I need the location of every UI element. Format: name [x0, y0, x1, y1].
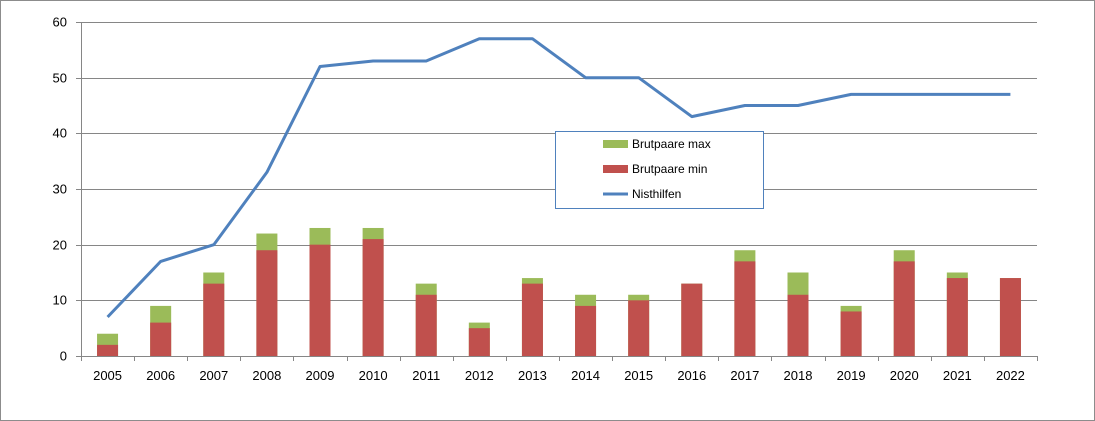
x-tick-label: 2021 — [943, 368, 972, 383]
y-tick-label: 10 — [53, 293, 67, 308]
bar-brutpaare-min — [734, 261, 756, 356]
x-tick-label: 2017 — [730, 368, 759, 383]
bar-brutpaare-min — [150, 322, 172, 356]
bar-brutpaare-min — [362, 239, 384, 356]
x-tick-label: 2007 — [199, 368, 228, 383]
bar-brutpaare-min — [840, 311, 862, 356]
x-tick-label: 2018 — [784, 368, 813, 383]
bar-brutpaare-min — [893, 261, 915, 356]
axes — [76, 22, 1038, 361]
bars — [97, 227, 1021, 356]
y-tick-label: 0 — [60, 349, 67, 364]
bar-brutpaare-min — [256, 250, 278, 356]
x-tick-label: 2015 — [624, 368, 653, 383]
x-tick-label: 2010 — [359, 368, 388, 383]
x-tick-label: 2020 — [890, 368, 919, 383]
x-tick-labels: 2005 2006 2007 2008 2009 2010 2011 2012 2013 2014… — [93, 368, 1025, 383]
x-tick-label: 2008 — [252, 368, 281, 383]
y-tick-label: 60 — [53, 15, 67, 30]
legend: Brutpaare max Brutpaare min Nisthilfen — [555, 131, 764, 209]
bar-brutpaare-min — [681, 283, 703, 356]
bar-brutpaare-min — [309, 244, 331, 356]
legend-label: Brutpaare min — [632, 162, 707, 176]
bar-brutpaare-min — [946, 278, 968, 356]
bar-brutpaare-min — [787, 294, 809, 356]
bar-brutpaare-min — [468, 328, 490, 356]
x-tick-label: 2014 — [571, 368, 600, 383]
bar-brutpaare-min — [521, 283, 543, 356]
legend-swatch — [603, 140, 628, 148]
line-series — [106, 37, 1011, 319]
y-tick-label: 30 — [53, 182, 67, 197]
line-nisthilfen — [106, 37, 1011, 319]
x-tick-label: 2005 — [93, 368, 122, 383]
y-tick-label: 20 — [53, 238, 67, 253]
legend-box — [555, 131, 764, 209]
x-tick-label: 2012 — [465, 368, 494, 383]
x-tick-label: 2011 — [412, 368, 440, 383]
legend-label: Brutpaare max — [632, 137, 711, 151]
bar-brutpaare-min — [97, 344, 119, 356]
x-tick-label: 2016 — [677, 368, 706, 383]
x-tick-label: 2009 — [306, 368, 335, 383]
legend-swatch — [603, 165, 628, 173]
legend-label: Nisthilfen — [632, 187, 681, 201]
bar-brutpaare-min — [575, 305, 597, 356]
y-tick-labels: 0 10 20 30 40 50 60 — [53, 15, 67, 364]
y-tick-label: 50 — [53, 71, 67, 86]
x-tick-label: 2006 — [146, 368, 175, 383]
bar-brutpaare-min — [999, 278, 1021, 356]
x-tick-label: 2019 — [837, 368, 866, 383]
bar-brutpaare-min — [203, 283, 225, 356]
bar-brutpaare-min — [415, 294, 437, 356]
y-tick-label: 40 — [53, 126, 67, 141]
bar-brutpaare-min — [628, 300, 650, 356]
x-tick-label: 2022 — [996, 368, 1025, 383]
x-tick-label: 2013 — [518, 368, 547, 383]
